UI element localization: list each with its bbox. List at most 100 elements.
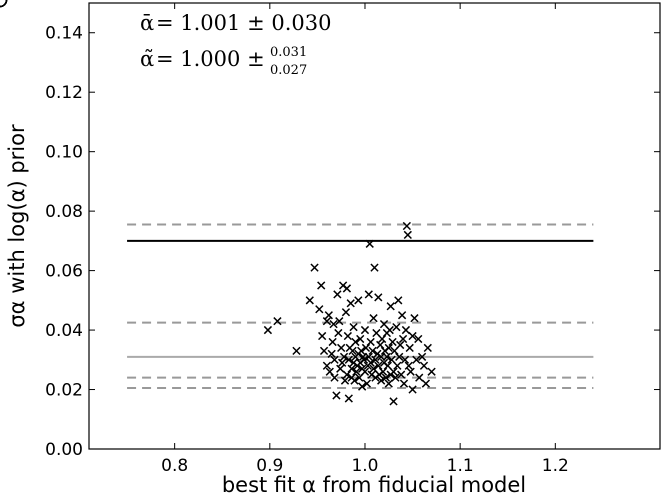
data-point — [342, 284, 352, 293]
data-point-stroke — [339, 352, 349, 361]
data-point-stroke — [357, 382, 367, 391]
median-upper-error: 0.031 — [270, 45, 307, 60]
data-point — [368, 346, 377, 356]
data-point-stroke — [376, 340, 385, 350]
data-point-stroke — [427, 367, 436, 376]
data-point — [415, 373, 424, 382]
data-point-stroke — [384, 343, 393, 353]
data-point-stroke — [370, 263, 379, 272]
data-point-stroke — [382, 352, 392, 361]
data-point-stroke — [330, 373, 339, 382]
data-point — [328, 337, 337, 347]
x-axis-label: best fit α from fiducial model — [222, 473, 526, 497]
data-point-stroke — [372, 328, 381, 338]
data-point-stroke — [371, 355, 380, 364]
data-point — [346, 299, 355, 308]
data-point — [305, 296, 314, 305]
data-point-stroke — [419, 361, 429, 370]
data-point — [340, 376, 350, 385]
data-point-stroke — [402, 221, 411, 231]
data-point — [332, 391, 341, 400]
data-point — [325, 367, 334, 376]
data-point-stroke — [398, 334, 408, 344]
data-point-stroke — [365, 239, 374, 248]
data-points — [263, 221, 436, 406]
data-point-stroke — [405, 343, 414, 353]
data-point — [324, 311, 333, 320]
data-point — [334, 328, 343, 338]
data-point-stroke — [410, 314, 419, 323]
data-point — [327, 349, 336, 358]
data-point-stroke — [384, 379, 393, 388]
data-point-stroke — [360, 325, 370, 335]
data-point — [377, 376, 386, 385]
data-point-stroke — [403, 230, 412, 240]
data-point-stroke — [359, 355, 369, 364]
data-point — [317, 281, 326, 290]
y-tick-label: 0.00 — [45, 440, 83, 460]
data-point-stroke — [350, 376, 359, 385]
data-point — [421, 379, 431, 388]
data-point — [374, 361, 383, 370]
data-point-stroke — [383, 361, 392, 370]
data-point-stroke — [412, 355, 421, 364]
data-point — [336, 364, 345, 373]
data-point — [357, 346, 366, 356]
data-point-stroke — [329, 319, 338, 329]
data-point-stroke — [366, 337, 375, 347]
data-point-stroke — [377, 376, 386, 385]
data-point — [388, 337, 397, 347]
y-tick-label: 0.02 — [45, 381, 83, 401]
data-point — [396, 340, 405, 350]
data-point — [371, 355, 380, 364]
data-point-stroke — [364, 290, 373, 299]
data-point-stroke — [408, 385, 417, 394]
data-point — [389, 367, 398, 376]
data-point — [414, 334, 423, 344]
data-point — [354, 296, 363, 305]
plot-frame — [88, 2, 661, 450]
data-point — [366, 358, 375, 367]
data-point — [399, 379, 409, 388]
mean-value: = 1.001 ± 0.030 — [156, 11, 331, 35]
x-axis-ticks: 0.8 0.9 1.0 1.1 1.2 — [161, 3, 569, 476]
data-point — [329, 319, 338, 329]
data-point-stroke — [399, 379, 409, 388]
data-point-stroke — [310, 263, 319, 272]
data-point — [273, 317, 282, 326]
data-point-stroke — [408, 331, 417, 341]
data-point — [330, 355, 339, 364]
data-point-stroke — [335, 317, 344, 326]
median-lower-error: 0.027 — [270, 63, 307, 78]
data-point — [350, 376, 359, 385]
data-point — [337, 343, 346, 353]
data-point — [362, 379, 372, 388]
data-point-stroke — [404, 361, 413, 370]
data-point — [343, 331, 352, 341]
y-axis-label: σα with log(α) prior — [5, 124, 29, 328]
data-point-stroke — [369, 314, 378, 323]
data-point — [404, 361, 413, 370]
data-point-stroke — [381, 373, 391, 382]
data-point — [397, 311, 407, 320]
data-point-stroke — [340, 376, 350, 385]
data-point — [378, 367, 388, 376]
data-point-stroke — [389, 397, 398, 406]
data-point-stroke — [368, 346, 377, 356]
y-tick-label: 0.12 — [45, 83, 83, 103]
data-point — [322, 361, 332, 370]
data-point — [263, 325, 273, 335]
data-point — [315, 305, 324, 314]
data-point-stroke — [374, 361, 383, 370]
data-point — [400, 355, 410, 364]
data-point-stroke — [393, 361, 402, 370]
data-point-stroke — [397, 370, 406, 379]
data-point — [349, 322, 358, 332]
data-point-stroke — [423, 343, 432, 353]
data-point — [401, 325, 411, 335]
data-point-stroke — [379, 319, 389, 329]
data-point — [341, 308, 351, 317]
data-point — [335, 317, 344, 326]
data-point — [347, 364, 356, 373]
